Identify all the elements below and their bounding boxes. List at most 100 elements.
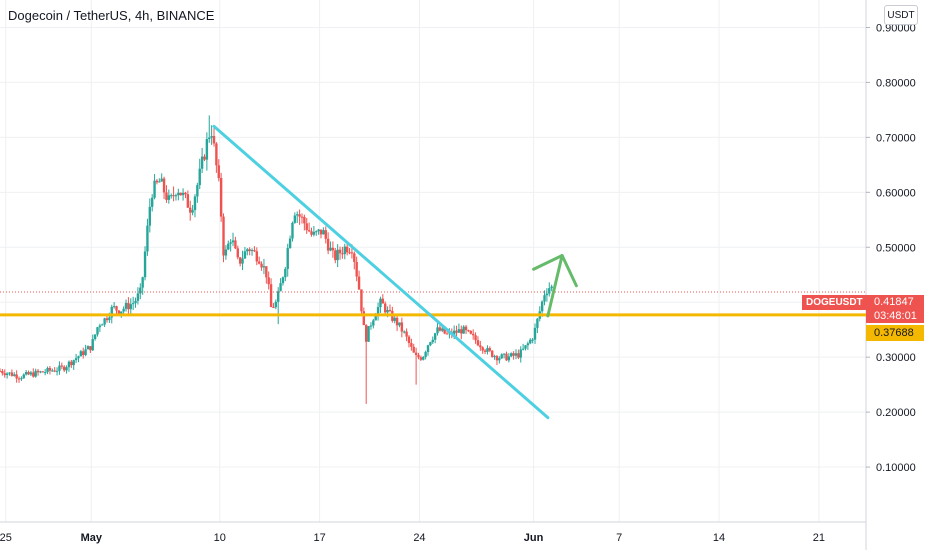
candle-body <box>277 291 280 302</box>
candle-body <box>400 322 404 332</box>
y-tick-label: 0.70000 <box>876 132 916 144</box>
candle-body <box>548 288 551 294</box>
candle-body <box>326 238 330 251</box>
candle-body <box>39 371 42 373</box>
candle-body <box>517 353 520 358</box>
candle-body <box>243 251 247 259</box>
candle-body <box>345 246 349 253</box>
candle-body <box>510 353 513 357</box>
candle-body <box>55 370 59 372</box>
time-axis: 25 May 10 17 24 Jun 7 14 21 <box>0 532 825 544</box>
y-tick-label: 0.50000 <box>876 242 916 254</box>
candle-body <box>388 310 392 312</box>
candles <box>0 115 553 404</box>
candle-body <box>58 365 61 371</box>
bullish-arrow[interactable] <box>546 254 564 318</box>
candle-body <box>77 356 80 359</box>
candle-body <box>36 370 40 373</box>
currency-badge[interactable]: USDT <box>884 5 918 25</box>
x-tick-label: 14 <box>713 532 725 544</box>
candle-body <box>74 358 78 361</box>
candle-body <box>348 252 351 254</box>
candle-body <box>483 350 487 352</box>
candle-body <box>286 248 289 269</box>
candle-body <box>281 277 285 284</box>
candle-body <box>407 336 411 344</box>
candle-body <box>505 353 508 361</box>
candle-body <box>438 327 442 331</box>
candle-body <box>412 346 415 353</box>
candle-body <box>367 326 370 342</box>
last-price-value: 0.41847 <box>874 296 914 308</box>
candle-body <box>51 370 54 372</box>
candle-body <box>334 250 337 261</box>
candle-body <box>355 261 358 277</box>
y-tick-label: 0.60000 <box>876 187 916 199</box>
candle-body <box>172 195 175 197</box>
bullish-arrow-head <box>532 254 578 288</box>
candle-body <box>67 361 71 368</box>
candle-body <box>8 372 11 374</box>
x-tick-label: 17 <box>313 532 325 544</box>
candle-body <box>493 356 496 358</box>
candle-body <box>198 168 201 186</box>
candle-body <box>193 196 197 211</box>
candle-body <box>374 316 377 321</box>
candle-body <box>360 289 363 312</box>
candle-body <box>386 310 389 313</box>
candle-body <box>150 197 154 207</box>
candle-body <box>514 353 518 356</box>
candle-body <box>479 345 482 348</box>
candle-body <box>10 372 14 376</box>
candle-body <box>0 370 2 372</box>
candle-body <box>474 335 477 341</box>
candle-body <box>229 242 232 244</box>
candle-body <box>336 249 339 261</box>
candle-body <box>471 333 475 336</box>
countdown-timer: 03:48:01 <box>874 310 917 322</box>
candle-body <box>238 257 242 264</box>
y-tick-label: 0.30000 <box>876 352 916 364</box>
last-price-label: 0.41847 03:48:01 <box>866 295 924 323</box>
candle-body <box>167 195 171 200</box>
chart-title: Dogecoin / TetherUS, 4h, BINANCE <box>8 8 215 23</box>
candle-body <box>158 181 161 183</box>
x-tick-label: 10 <box>214 532 226 544</box>
candle-body <box>115 306 118 311</box>
candle-body <box>303 216 306 224</box>
x-tick-label: Jun <box>524 532 544 544</box>
candle-body <box>48 367 52 371</box>
candle-body <box>215 143 218 166</box>
candle-body <box>155 180 159 183</box>
candle-body <box>422 356 425 360</box>
candle-body <box>531 339 534 341</box>
candle-body <box>414 352 418 356</box>
candle-body <box>519 349 522 358</box>
candle-body <box>500 354 503 359</box>
candle-body <box>312 231 316 235</box>
candle-body <box>236 248 239 258</box>
candle-body <box>250 250 254 252</box>
candle-body <box>112 306 116 308</box>
candle-body <box>462 326 465 334</box>
candle-body <box>502 353 506 355</box>
candle-body <box>512 353 515 356</box>
candle-body <box>248 249 251 251</box>
descending-trendline[interactable] <box>212 124 550 420</box>
candle-body <box>29 372 33 375</box>
candle-body <box>267 277 270 285</box>
candle-body <box>324 230 327 239</box>
candle-body <box>262 266 266 268</box>
candle-body <box>127 302 130 310</box>
candle-body <box>393 317 396 321</box>
candle-body <box>455 330 458 333</box>
candle-body <box>191 210 194 213</box>
candle-body <box>79 351 83 357</box>
candle-body <box>105 318 109 321</box>
candle-body <box>533 327 537 340</box>
candle-body <box>341 253 344 255</box>
candle-body <box>17 378 21 380</box>
price-axis: 0.100000.200000.300000.400000.500000.600… <box>866 22 916 474</box>
candle-body <box>469 330 473 334</box>
